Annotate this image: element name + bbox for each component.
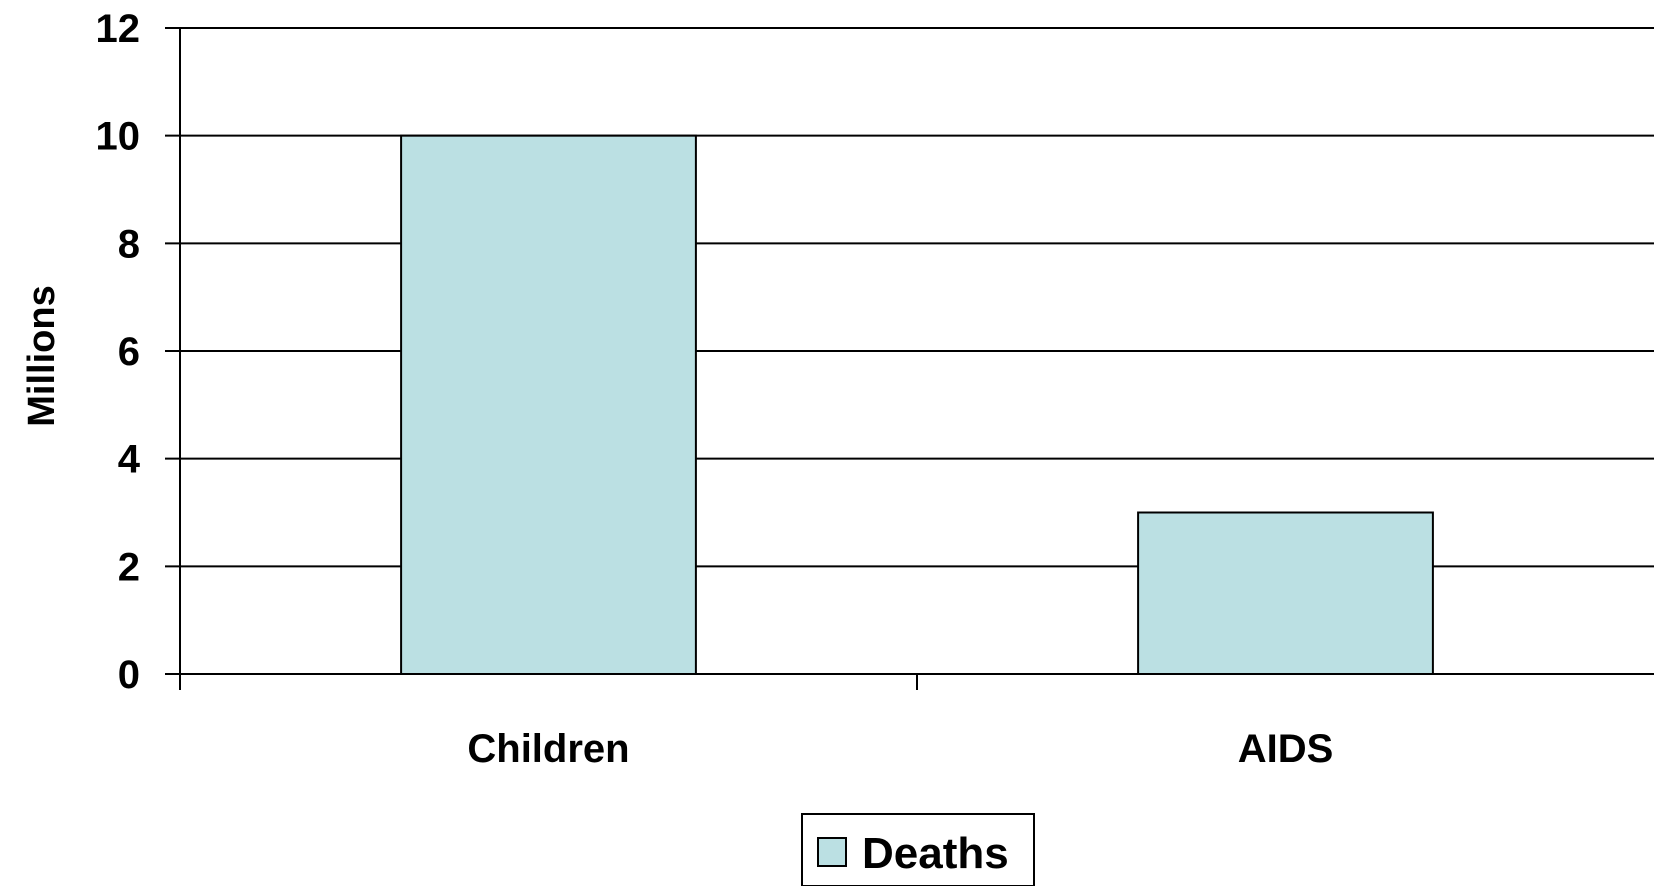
legend: Deaths — [801, 813, 1035, 886]
y-axis-title: Millions — [21, 285, 63, 426]
y-tick-label: 6 — [118, 330, 140, 374]
x-category-labels: Children AIDS — [467, 727, 1333, 771]
y-tick-label: 0 — [118, 653, 140, 697]
legend-label: Deaths — [862, 829, 1009, 878]
y-tick-label: 4 — [118, 438, 141, 482]
x-category-label: AIDS — [1238, 727, 1334, 771]
bar-aids — [1137, 511, 1434, 675]
legend-box — [801, 813, 1035, 886]
y-tick-labels: 0 2 4 6 8 10 12 — [96, 7, 141, 697]
x-category-label: Children — [467, 727, 629, 771]
bar-children — [400, 134, 697, 675]
y-tick-label: 12 — [96, 7, 141, 51]
y-tick-label: 10 — [96, 115, 141, 159]
axes — [179, 28, 1654, 690]
bars — [400, 134, 1434, 675]
legend-swatch — [817, 837, 847, 867]
y-tick-label: 8 — [118, 222, 140, 266]
y-tick-label: 2 — [118, 545, 140, 589]
